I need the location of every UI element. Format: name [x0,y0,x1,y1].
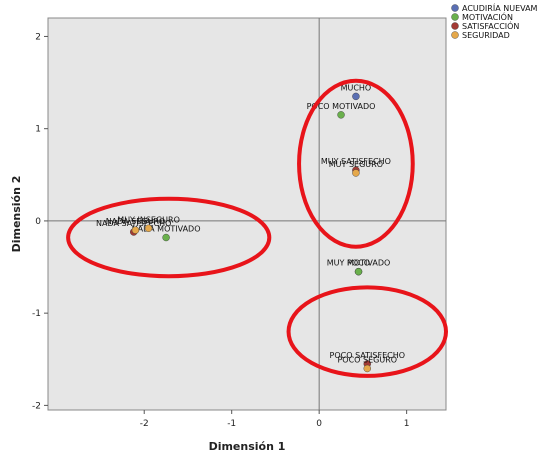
reference-lines [48,18,446,410]
data-points: MUCHO POCO POCO MOTIVADO NADA MOTIVADO MUY M… [96,83,406,373]
legend-marker [451,31,459,39]
y-axis-ticks: 2 1 0 -1 -2 [32,32,48,411]
legend-marker [451,22,459,30]
data-point [354,267,363,276]
point-label: MUCHO [341,83,372,92]
point-label: MUY SEGURO [329,160,383,169]
point-label: NADA SEGURO [106,217,166,226]
y-tick-label: 0 [35,217,41,227]
legend: ACUDIRÍA NUEVAMENTEMOTIVACIÓNSATISFACCIÓ… [451,2,538,40]
point-label: NADA MOTIVADO [132,225,201,234]
x-tick-label: -2 [140,419,149,429]
x-tick-label: 1 [404,419,410,429]
legend-label: SEGURIDAD [462,31,510,40]
point-label: POCO SEGURO [337,355,397,364]
point-label: MUY INSEGURO [117,215,180,224]
point-label: NADA SATISFECHO [96,219,171,228]
x-tick-label: 0 [316,419,322,429]
data-point [363,364,371,373]
y-tick-label: 1 [35,125,41,135]
point-label: MUY MOTIVADO [327,259,391,268]
legend-label: ACUDIRÍA NUEVAMENTE [462,2,538,13]
data-point [131,226,140,234]
data-point [352,92,360,101]
highlight-ellipse [297,78,415,249]
point-label: POCO [347,259,370,268]
y-tick-label: -1 [32,309,41,319]
legend-marker [451,13,459,21]
data-point [162,233,170,242]
x-axis-label: Dimensión 1 [209,440,286,453]
point-label: POCO MOTIVADO [307,102,376,111]
data-point [337,111,345,119]
x-tick-label: -1 [227,419,236,429]
legend-marker [451,4,459,12]
legend-label: MOTIVACIÓN [462,11,513,22]
y-tick-label: 2 [35,32,41,42]
data-point [144,224,153,232]
data-point [352,169,360,177]
highlight-ellipse [286,285,448,378]
y-axis-label: Dimensión 2 [10,176,23,253]
y-tick-label: -2 [32,401,41,411]
highlight-ellipses [66,78,448,378]
x-axis-ticks: -2 -1 0 1 [140,410,410,429]
point-label: POCO SATISFECHO [330,351,406,360]
highlight-ellipse [66,196,272,279]
legend-label: SATISFACCIÓN [462,20,519,31]
point-label: MUY SATISFECHO [321,157,391,166]
